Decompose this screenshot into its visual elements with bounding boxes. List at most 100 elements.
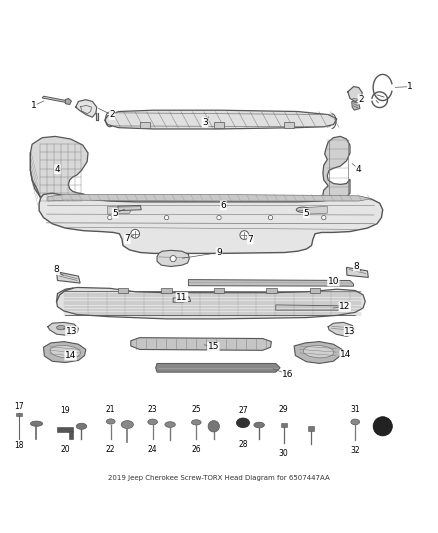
Circle shape — [268, 215, 273, 220]
Polygon shape — [57, 272, 80, 283]
Circle shape — [164, 215, 169, 220]
Ellipse shape — [106, 419, 115, 424]
Polygon shape — [118, 205, 141, 211]
Text: 10: 10 — [328, 277, 339, 286]
Bar — [57, 427, 73, 432]
Polygon shape — [42, 96, 67, 102]
Bar — [16, 413, 21, 416]
Polygon shape — [65, 99, 71, 104]
Text: 20: 20 — [60, 445, 70, 454]
Text: 4: 4 — [55, 165, 60, 174]
Polygon shape — [108, 206, 131, 214]
Text: 7: 7 — [247, 235, 253, 244]
Ellipse shape — [30, 421, 42, 426]
Text: 2: 2 — [109, 110, 115, 119]
Circle shape — [179, 297, 184, 302]
Polygon shape — [348, 87, 362, 101]
Text: 32: 32 — [350, 446, 360, 455]
Ellipse shape — [57, 326, 65, 330]
Text: 31: 31 — [350, 405, 360, 414]
Text: 6: 6 — [220, 201, 226, 210]
Text: 30: 30 — [279, 449, 289, 458]
Polygon shape — [352, 101, 360, 110]
Text: 13: 13 — [66, 327, 77, 336]
Ellipse shape — [303, 345, 334, 358]
Text: 2: 2 — [358, 95, 364, 104]
Bar — [140, 123, 150, 128]
Polygon shape — [105, 110, 337, 129]
Ellipse shape — [50, 345, 81, 358]
Circle shape — [108, 215, 112, 220]
Text: 12: 12 — [339, 302, 350, 311]
Polygon shape — [266, 288, 277, 293]
Polygon shape — [76, 100, 97, 117]
Polygon shape — [346, 268, 368, 277]
Circle shape — [321, 215, 326, 220]
Polygon shape — [118, 288, 128, 293]
Polygon shape — [157, 251, 189, 266]
Text: 26: 26 — [191, 445, 201, 454]
Polygon shape — [57, 287, 365, 319]
Circle shape — [208, 421, 219, 432]
Bar — [69, 431, 73, 439]
Polygon shape — [131, 338, 272, 350]
Text: 19: 19 — [60, 406, 70, 415]
Ellipse shape — [237, 418, 250, 427]
Polygon shape — [30, 136, 88, 210]
Text: 16: 16 — [282, 370, 294, 379]
Text: 13: 13 — [344, 327, 356, 336]
Circle shape — [170, 256, 176, 262]
Polygon shape — [188, 280, 353, 286]
Text: 7: 7 — [124, 235, 130, 244]
Circle shape — [373, 417, 392, 436]
Polygon shape — [173, 297, 191, 302]
Ellipse shape — [76, 423, 87, 430]
Text: 21: 21 — [106, 405, 116, 414]
Bar — [284, 123, 294, 128]
Text: 17: 17 — [14, 401, 24, 410]
Text: 18: 18 — [14, 441, 24, 450]
Text: 8: 8 — [54, 265, 60, 274]
Text: 8: 8 — [353, 262, 360, 271]
Text: 22: 22 — [106, 445, 116, 454]
Circle shape — [240, 231, 249, 239]
Text: 3: 3 — [202, 118, 208, 127]
Bar — [214, 123, 224, 128]
Text: 23: 23 — [148, 405, 157, 414]
Polygon shape — [310, 288, 320, 293]
Ellipse shape — [121, 421, 134, 429]
Text: 25: 25 — [191, 405, 201, 414]
Text: 28: 28 — [238, 440, 248, 449]
Ellipse shape — [296, 207, 309, 212]
Polygon shape — [294, 342, 342, 364]
Ellipse shape — [191, 420, 201, 425]
Text: 14: 14 — [340, 350, 351, 359]
Text: 5: 5 — [304, 209, 309, 218]
Text: 29: 29 — [279, 405, 289, 414]
Text: 24: 24 — [148, 445, 157, 454]
Polygon shape — [43, 342, 86, 362]
Polygon shape — [39, 193, 383, 253]
Circle shape — [131, 229, 140, 238]
Bar — [281, 423, 287, 427]
Ellipse shape — [254, 422, 265, 428]
Bar — [307, 426, 314, 431]
Text: 14: 14 — [65, 351, 76, 360]
Ellipse shape — [148, 419, 157, 425]
Polygon shape — [96, 113, 98, 120]
Polygon shape — [323, 136, 350, 202]
Text: 15: 15 — [208, 342, 219, 351]
Polygon shape — [161, 288, 172, 293]
Text: 9: 9 — [216, 248, 222, 257]
Polygon shape — [155, 364, 280, 372]
Polygon shape — [276, 305, 342, 310]
Polygon shape — [306, 206, 327, 214]
Text: 5: 5 — [112, 209, 118, 218]
Text: 11: 11 — [176, 293, 187, 302]
Polygon shape — [48, 195, 371, 201]
Text: 1: 1 — [407, 82, 413, 91]
Ellipse shape — [351, 419, 360, 425]
Ellipse shape — [165, 422, 175, 427]
Polygon shape — [48, 322, 78, 335]
Polygon shape — [214, 288, 224, 293]
